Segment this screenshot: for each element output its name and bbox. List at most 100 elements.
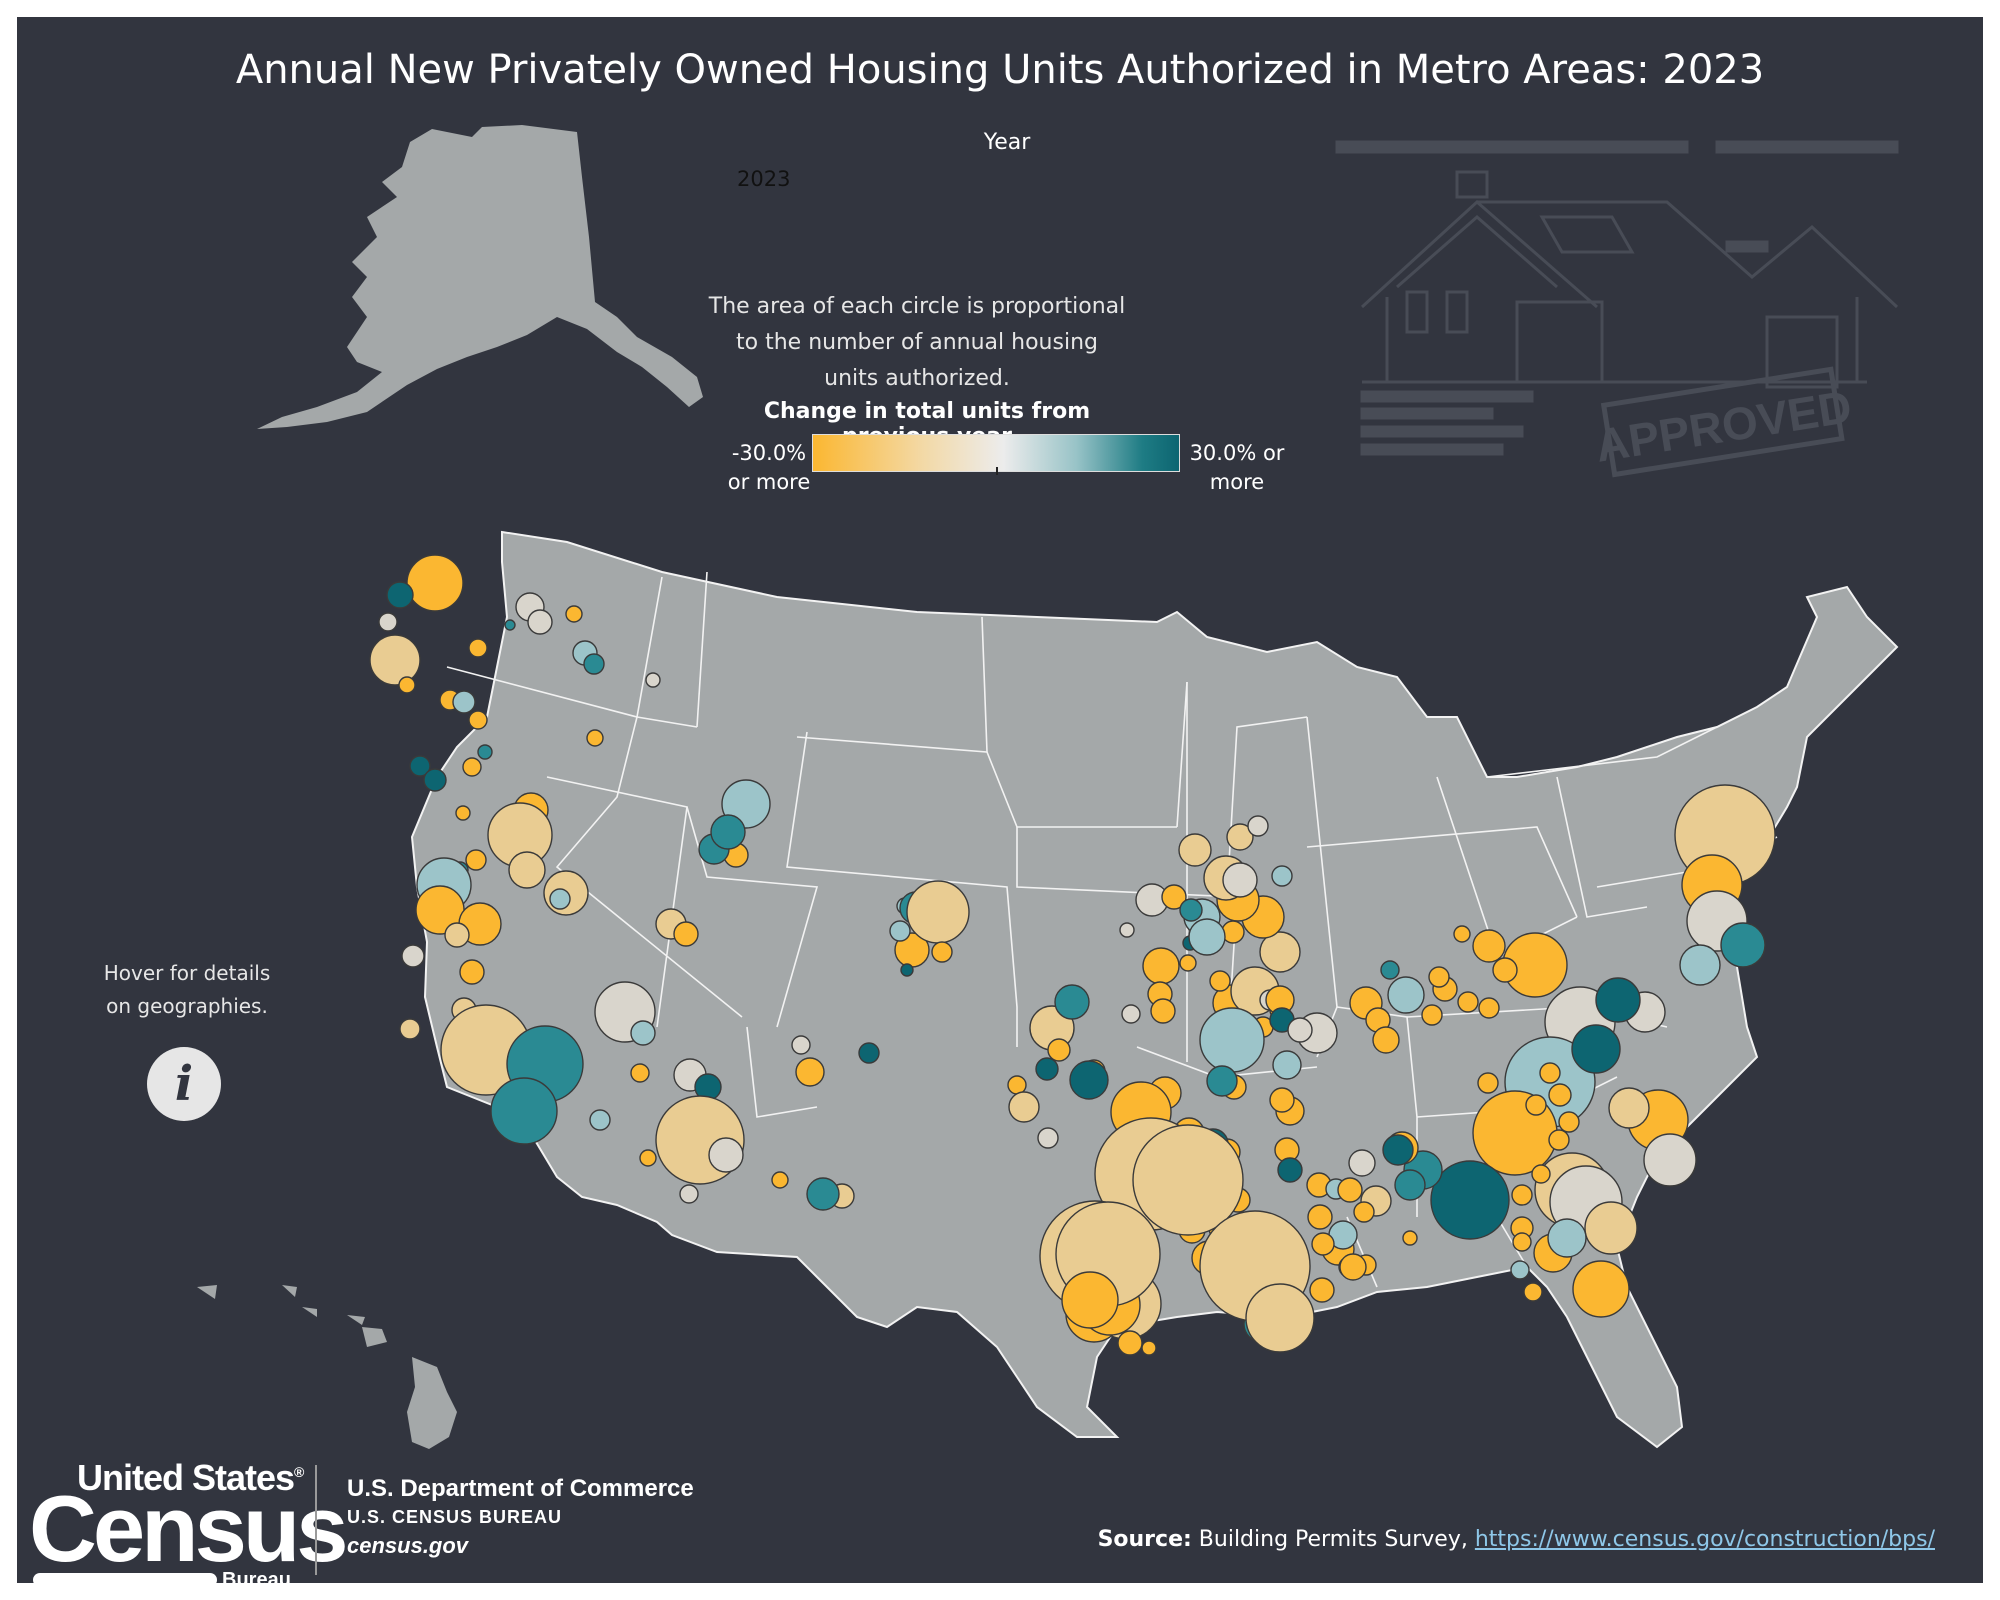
metro-bubble[interactable]	[1069, 1060, 1109, 1100]
metro-bubble[interactable]	[398, 676, 416, 694]
metro-bubble[interactable]	[1287, 1017, 1313, 1043]
metro-bubble[interactable]	[1132, 1124, 1244, 1236]
metro-bubble[interactable]	[1387, 976, 1425, 1014]
metro-bubble[interactable]	[1353, 1201, 1375, 1223]
metro-bubble[interactable]	[1492, 957, 1518, 983]
metro-bubble[interactable]	[549, 888, 571, 910]
metro-bubble[interactable]	[1547, 1218, 1587, 1258]
metro-bubble[interactable]	[630, 1020, 656, 1046]
metro-bubble[interactable]	[1178, 833, 1212, 867]
metro-bubble[interactable]	[1245, 1283, 1315, 1353]
metro-bubble[interactable]	[1643, 1133, 1697, 1187]
metro-bubble[interactable]	[565, 605, 583, 623]
metro-bubble[interactable]	[1608, 1087, 1650, 1129]
metro-bubble[interactable]	[858, 1042, 880, 1064]
metro-bubble[interactable]	[1008, 1091, 1040, 1123]
metro-bubble[interactable]	[1453, 925, 1471, 943]
metro-bubble[interactable]	[1179, 954, 1197, 972]
metro-bubble[interactable]	[1222, 862, 1258, 898]
metro-bubble[interactable]	[459, 959, 485, 985]
metro-bubble[interactable]	[795, 1057, 825, 1087]
metro-bubble[interactable]	[401, 944, 425, 968]
metro-bubble[interactable]	[931, 941, 953, 963]
metro-bubble[interactable]	[1199, 1007, 1265, 1073]
metro-bubble[interactable]	[630, 1063, 650, 1083]
metro-bubble[interactable]	[1117, 1330, 1143, 1356]
metro-bubble[interactable]	[1477, 1072, 1499, 1094]
metro-bubble[interactable]	[771, 1171, 789, 1189]
source-link[interactable]: https://www.census.gov/construction/bps/	[1474, 1527, 1935, 1552]
metro-bubble[interactable]	[1337, 1177, 1363, 1203]
metro-bubble[interactable]	[1430, 1160, 1510, 1240]
metro-bubble[interactable]	[386, 581, 414, 609]
metro-bubble[interactable]	[406, 554, 464, 612]
metro-bubble[interactable]	[444, 922, 470, 948]
metro-bubble[interactable]	[1339, 1253, 1367, 1281]
metro-bubble[interactable]	[1271, 865, 1293, 887]
metro-bubble[interactable]	[1394, 1169, 1426, 1201]
metro-bubble[interactable]	[1512, 1232, 1532, 1252]
metro-bubble[interactable]	[1161, 884, 1187, 910]
metro-bubble[interactable]	[1402, 1230, 1418, 1246]
metro-bubble[interactable]	[1525, 1094, 1547, 1116]
metro-bubble[interactable]	[423, 768, 447, 792]
metro-bubble[interactable]	[490, 1077, 558, 1145]
metro-bubble[interactable]	[1272, 1050, 1302, 1080]
metro-bubble[interactable]	[1054, 984, 1090, 1020]
metro-bubble[interactable]	[462, 757, 482, 777]
metro-bubble[interactable]	[468, 710, 488, 730]
metro-bubble[interactable]	[1720, 922, 1766, 968]
metro-bubble[interactable]	[1142, 947, 1180, 985]
metro-bubble[interactable]	[1247, 815, 1269, 837]
metro-bubble[interactable]	[527, 609, 553, 635]
metro-bubble[interactable]	[1179, 898, 1203, 922]
metro-bubble[interactable]	[1188, 918, 1226, 956]
metro-bubble[interactable]	[1348, 1149, 1376, 1177]
metro-bubble[interactable]	[1572, 1260, 1630, 1318]
metro-bubble[interactable]	[1571, 1024, 1621, 1074]
metro-bubble[interactable]	[1548, 1083, 1572, 1107]
metro-bubble[interactable]	[1548, 1129, 1570, 1151]
metro-bubble[interactable]	[1531, 1164, 1551, 1184]
metro-bubble[interactable]	[1510, 1260, 1530, 1280]
metro-bubble[interactable]	[1595, 977, 1641, 1023]
metro-bubble[interactable]	[679, 1184, 699, 1204]
metro-bubble[interactable]	[399, 1018, 421, 1040]
metro-bubble[interactable]	[710, 814, 746, 850]
metro-bubble[interactable]	[369, 634, 421, 686]
metro-bubble-map[interactable]	[17, 17, 1983, 1583]
metro-bubble[interactable]	[1141, 1340, 1157, 1356]
metro-bubble[interactable]	[791, 1035, 811, 1055]
metro-bubble[interactable]	[1679, 944, 1721, 986]
metro-bubble[interactable]	[1380, 960, 1400, 980]
metro-bubble[interactable]	[468, 638, 488, 658]
metro-bubble[interactable]	[1309, 1277, 1335, 1303]
metro-bubble[interactable]	[889, 920, 911, 942]
metro-bubble[interactable]	[1478, 997, 1500, 1019]
metro-bubble[interactable]	[1311, 1232, 1335, 1256]
metro-bubble[interactable]	[465, 849, 487, 871]
metro-bubble[interactable]	[1259, 931, 1301, 973]
metro-bubble[interactable]	[1472, 929, 1506, 963]
metro-bubble[interactable]	[708, 1137, 744, 1173]
metro-bubble[interactable]	[1372, 1026, 1400, 1054]
metro-bubble[interactable]	[1382, 1134, 1414, 1166]
metro-bubble[interactable]	[1584, 1201, 1638, 1255]
metro-bubble[interactable]	[1558, 1111, 1580, 1133]
metro-bubble[interactable]	[900, 963, 914, 977]
metro-bubble[interactable]	[1007, 1075, 1027, 1095]
metro-bubble[interactable]	[1307, 1204, 1333, 1230]
metro-bubble[interactable]	[1209, 970, 1231, 992]
metro-bubble[interactable]	[409, 755, 431, 777]
metro-bubble[interactable]	[1061, 1271, 1119, 1329]
metro-bubble[interactable]	[452, 690, 476, 714]
metro-bubble[interactable]	[1035, 1057, 1059, 1081]
metro-bubble[interactable]	[1037, 1127, 1059, 1149]
metro-bubble[interactable]	[1511, 1184, 1533, 1206]
metro-bubble[interactable]	[806, 1177, 840, 1211]
year-filter-value[interactable]: 2023	[737, 167, 791, 191]
metro-bubble[interactable]	[673, 921, 699, 947]
metro-bubble[interactable]	[1226, 823, 1254, 851]
metro-bubbles[interactable]	[369, 554, 1776, 1356]
metro-bubble[interactable]	[1047, 1038, 1071, 1062]
